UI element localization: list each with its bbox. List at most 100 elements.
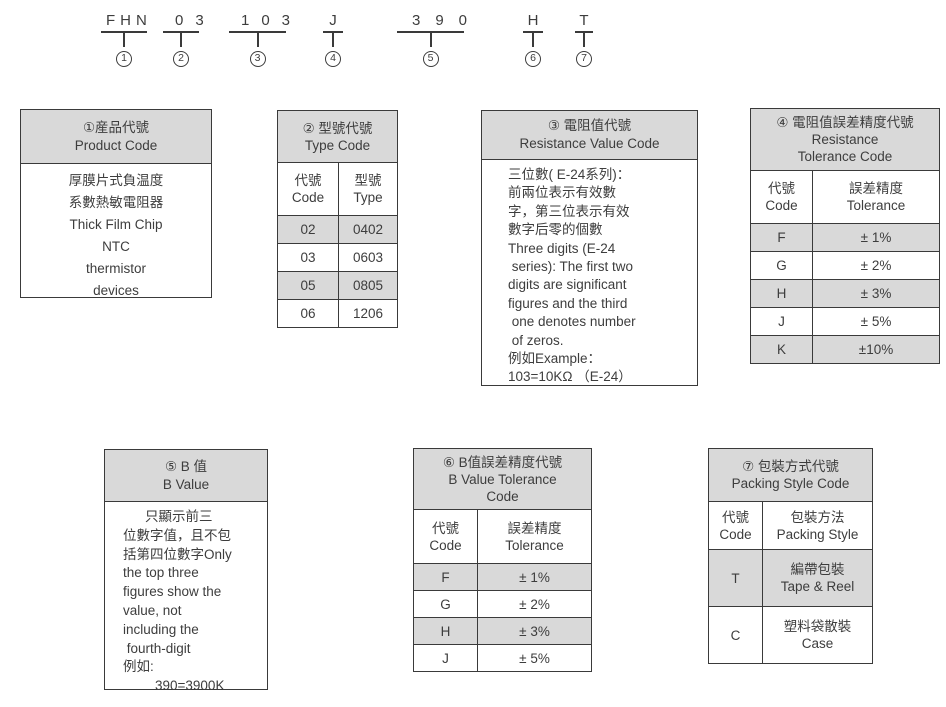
table-cell: G: [750, 251, 813, 280]
table-cell: 06: [277, 299, 339, 328]
table-row: 02 0402: [277, 215, 398, 244]
box-body: 三位數( E-24系列)： 前兩位表示有效數 字，第三位表示有效 數字后零的個數 Thr…: [482, 160, 697, 387]
table-cell: C: [708, 606, 763, 664]
text-line: 390=3900K: [155, 678, 225, 694]
column-header: 代號 Code: [708, 501, 763, 550]
pn-underline: [229, 31, 286, 33]
table-row: J ± 5%: [750, 307, 940, 336]
table-row: 03 0603: [277, 243, 398, 272]
table-body: 02 0402 03 0603 05 0805 06 1206: [277, 215, 398, 328]
text-line: Resistance: [811, 132, 879, 147]
table-row: H ± 3%: [750, 279, 940, 308]
pn-segment-product: FHN 1: [101, 12, 147, 67]
column-header: 誤差精度 Tolerance: [477, 509, 592, 564]
table-cell: ± 2%: [477, 590, 592, 618]
column-header: 誤差精度 Tolerance: [812, 170, 940, 224]
text-line: Code: [486, 488, 519, 504]
text-line: figures and the third: [508, 295, 628, 311]
pn-index-badge: 1: [116, 51, 132, 67]
table-row: F ± 1%: [413, 563, 592, 591]
pn-segment-resistance: 103 3: [229, 12, 303, 67]
resistance-value-code-box: ③ 電阻值代號 Resistance Value Code 三位數( E-24系列…: [481, 110, 698, 386]
table-title-row: ⑦ 包裝方式代號 Packing Style Code: [708, 448, 873, 502]
pn-segment-packing: T 7: [575, 12, 593, 67]
table-cell: 塑料袋散裝 Case: [762, 606, 873, 664]
table-title: ⑥ B值誤差精度代號 B Value Tolerance Code: [413, 448, 592, 510]
table-row: 05 0805: [277, 271, 398, 300]
pn-code: 03: [175, 12, 216, 29]
table-row: T 編帶包裝 Tape & Reel: [708, 549, 873, 607]
text-line: 括第四位數字Only: [123, 546, 232, 562]
table-cell: H: [413, 617, 478, 645]
pn-code: H: [527, 12, 539, 29]
text-line: Tolerance Code: [797, 149, 893, 164]
table-row: C 塑料袋散裝 Case: [708, 606, 873, 664]
text-line: B Value: [162, 476, 210, 492]
table-body: F ± 1% G ± 2% H ± 3% J ± 5% K ±10%: [750, 223, 940, 364]
column-header: 包裝方法 Packing Style: [762, 501, 873, 550]
column-header-row: 代號 Code 包裝方法 Packing Style: [708, 501, 873, 550]
table-title-row: ⑥ B值誤差精度代號 B Value Tolerance Code: [413, 448, 592, 510]
type-code-table: ② 型號代號 Type Code 代號 Code 型號 Type 02 0402 03 0…: [277, 110, 398, 328]
table-title: ④ 電阻值誤差精度代號 Resistance Tolerance Code: [750, 108, 940, 171]
table-row: J ± 5%: [413, 644, 592, 672]
pn-code: J: [329, 12, 337, 29]
pn-underline: [101, 31, 147, 33]
table-cell: 0402: [338, 215, 398, 244]
text-line: ⑤ B 值: [164, 458, 208, 474]
table-cell: ± 2%: [812, 251, 940, 280]
table-body: T 編帶包裝 Tape & Reel C 塑料袋散裝 Case: [708, 549, 873, 664]
pn-segment-b-value: 390 5: [397, 12, 483, 67]
table-title: ② 型號代號 Type Code: [277, 110, 398, 163]
table-cell: ± 5%: [477, 644, 592, 672]
column-header: 型號 Type: [338, 162, 398, 216]
table-row: 06 1206: [277, 299, 398, 328]
text-line: ② 型號代號: [302, 120, 373, 136]
text-line: devices: [93, 283, 139, 298]
b-value-box: ⑤ B 值 B Value 只顯示前三 位數字值，且不包 括第四位數字Only the …: [104, 449, 268, 693]
column-header-row: 代號 Code 型號 Type: [277, 162, 398, 216]
pn-code: 103: [241, 12, 303, 29]
box-body: 厚膜片式負温度 系數熱敏電阻器 Thick Film Chip NTC thermist…: [21, 164, 211, 302]
text-line: ③ 電阻值代號: [547, 118, 632, 133]
text-line: 例如Example：: [508, 351, 602, 367]
pn-underline: [523, 31, 543, 33]
pn-index-badge: 7: [576, 51, 592, 67]
text-line: 厚膜片式負温度: [68, 173, 164, 188]
text-line: 系數熱敏電阻器: [68, 195, 164, 210]
pn-tick: [583, 33, 585, 47]
text-line: ④ 電阻值誤差精度代號: [776, 115, 914, 130]
pn-segment-type: 03 2: [163, 12, 216, 67]
column-header: 代號 Code: [277, 162, 339, 216]
product-code-box: ①産品代號 Product Code 厚膜片式負温度 系數熱敏電阻器 Thick Fi…: [20, 109, 212, 298]
text-line: NTC: [102, 239, 130, 254]
table-row: H ± 3%: [413, 617, 592, 645]
table-cell: K: [750, 335, 813, 364]
table-cell: ± 1%: [812, 223, 940, 252]
pn-segment-res-tolerance: J 4: [323, 12, 343, 67]
table-row: F ± 1%: [750, 223, 940, 252]
table-cell: 編帶包裝 Tape & Reel: [762, 549, 873, 607]
pn-underline: [575, 31, 593, 33]
pn-index-badge: 3: [249, 51, 266, 67]
box-header: ①産品代號 Product Code: [21, 110, 211, 164]
text-line: B Value Tolerance: [448, 471, 557, 487]
text-line: the top three: [123, 565, 199, 581]
column-header: 代號 Code: [413, 509, 478, 564]
b-value-tolerance-table: ⑥ B值誤差精度代號 B Value Tolerance Code 代號 Code 誤…: [413, 448, 592, 672]
table-cell: J: [750, 307, 813, 336]
pn-code: 390: [412, 12, 483, 29]
pn-tick: [532, 33, 534, 47]
pn-underline: [323, 31, 343, 33]
text-line: 字，第三位表示有效: [508, 203, 630, 219]
table-cell: ± 1%: [477, 563, 592, 591]
pn-underline: [163, 31, 199, 33]
column-header-row: 代號 Code 誤差精度 Tolerance: [750, 170, 940, 224]
text-line: figures show the: [123, 584, 222, 600]
table-cell: ± 3%: [812, 279, 940, 308]
text-line: thermistor: [85, 261, 146, 276]
table-cell: F: [750, 223, 813, 252]
pn-tick: [180, 33, 182, 47]
box-header: ③ 電阻值代號 Resistance Value Code: [482, 111, 697, 160]
